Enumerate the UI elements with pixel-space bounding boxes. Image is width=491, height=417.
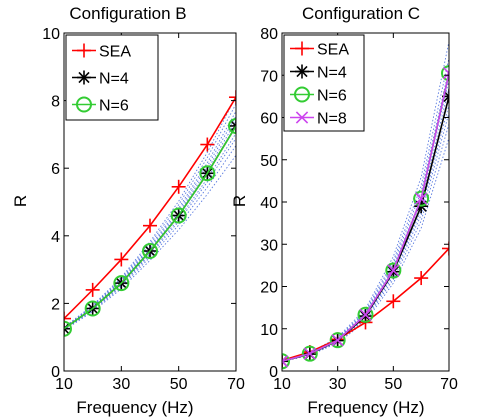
- series-group: [282, 65, 449, 370]
- x-axis-label: Frequency (Hz): [76, 398, 193, 417]
- ensemble-line: [64, 103, 236, 328]
- legend-marker-n-4: [77, 70, 91, 85]
- x-tick-label: 50: [384, 376, 402, 393]
- data-point-sea: [85, 282, 100, 297]
- x-axis-label: Frequency (Hz): [307, 398, 424, 417]
- x-tick-label: 10: [273, 376, 291, 393]
- ensemble-line: [64, 155, 236, 331]
- y-tick-label: 10: [42, 26, 60, 43]
- data-point-n-6: [413, 190, 430, 207]
- data-point-n-8: [303, 347, 316, 360]
- x-tick-label: 30: [329, 376, 347, 393]
- series-line-sea: [64, 96, 236, 320]
- legend-marker-n-4: [295, 64, 309, 79]
- y-tick-label: 50: [260, 153, 278, 170]
- data-point-sea: [229, 90, 236, 105]
- x-tick-label: 10: [55, 376, 73, 393]
- data-point-n-6: [329, 332, 346, 349]
- y-tick-label: 0: [51, 364, 60, 381]
- data-point-sea: [414, 271, 429, 286]
- data-point-n-4: [358, 309, 373, 324]
- y-tick-label: 4: [51, 229, 60, 246]
- data-point-n-6: [385, 262, 402, 279]
- y-tick-label: 20: [260, 280, 278, 297]
- data-point-sea: [200, 137, 215, 152]
- legend-marker-n-6: [294, 86, 310, 103]
- data-point-n-6: [282, 353, 290, 370]
- legend-marker-n-8: [295, 111, 309, 124]
- data-point-sea: [114, 252, 129, 267]
- y-axis-label: R: [230, 195, 249, 207]
- y-tick-label: 80: [260, 26, 278, 43]
- data-point-n-6: [113, 275, 130, 292]
- legend: SEA N=4 N=6: [65, 34, 159, 121]
- data-point-sea: [64, 311, 71, 326]
- series-line-n-6: [64, 125, 236, 330]
- data-point-sea: [143, 218, 157, 233]
- legend-label-n-6: N=6: [317, 88, 347, 105]
- data-point-n-8: [387, 264, 400, 277]
- panel-title: Configuration B: [69, 4, 186, 23]
- panel-configuration-b: Configuration B Frequency (Hz) R 10 30 50 7…: [11, 4, 245, 417]
- data-point-n-8: [359, 308, 372, 321]
- x-tick-label: 70: [227, 376, 245, 393]
- legend-label-n-6: N=6: [99, 98, 129, 115]
- data-point-sea: [442, 241, 449, 256]
- legend-marker-sea: [295, 41, 309, 56]
- y-tick-label: 60: [260, 111, 278, 128]
- legend-marker-sea: [77, 43, 91, 58]
- y-tick-label: 10: [260, 322, 278, 339]
- x-tick-label: 70: [440, 376, 458, 393]
- data-point-n-8: [442, 66, 449, 80]
- data-point-sea: [171, 179, 186, 194]
- data-point-n-6: [228, 117, 236, 134]
- y-tick-label: 2: [51, 296, 60, 313]
- data-point-n-8: [331, 333, 344, 347]
- y-axis-label: R: [11, 195, 30, 207]
- data-point-n-4: [64, 321, 71, 336]
- data-point-n-8: [282, 355, 289, 368]
- y-tick-label: 6: [51, 161, 60, 178]
- data-point-n-6: [170, 207, 187, 224]
- legend-box: [283, 34, 365, 132]
- panel-configuration-c: Configuration C Frequency (Hz) R 10 30 50 7…: [230, 4, 458, 417]
- data-point-n-6: [64, 320, 72, 337]
- data-point-n-6: [301, 345, 318, 362]
- legend-label-n-8: N=8: [317, 111, 347, 128]
- x-tick-label: 50: [170, 376, 188, 393]
- series-line-sea: [282, 247, 449, 362]
- axes-frame: [63, 32, 237, 372]
- data-point-n-6: [199, 165, 216, 182]
- legend: SEA N=4 N=6 N=8: [283, 34, 365, 132]
- series-group: [64, 90, 236, 337]
- data-point-n-4: [229, 118, 236, 133]
- ensemble-line: [64, 137, 236, 330]
- y-tick-label: 70: [260, 68, 278, 85]
- ensemble-lines: [64, 96, 236, 331]
- x-tick-label: 30: [112, 376, 130, 393]
- data-point-n-6: [441, 65, 449, 82]
- data-point-n-6: [142, 243, 158, 260]
- y-tick-label: 0: [269, 364, 278, 381]
- y-tick-label: 30: [260, 237, 278, 254]
- legend-label-n-4: N=4: [317, 65, 347, 82]
- legend-label-sea: SEA: [99, 44, 131, 61]
- y-tick-label: 8: [51, 94, 60, 111]
- panel-title: Configuration C: [302, 4, 420, 23]
- data-point-n-8: [415, 192, 428, 205]
- legend-label-n-4: N=4: [99, 71, 129, 88]
- tick-group: 10 30 50 70 0 2 4 6 8 10: [42, 26, 245, 393]
- data-point-n-6: [84, 300, 101, 317]
- legend-label-sea: SEA: [317, 42, 349, 59]
- y-tick-label: 40: [260, 195, 278, 212]
- data-point-sea: [386, 294, 401, 309]
- legend-marker-n-6: [76, 96, 92, 113]
- data-point-n-6: [357, 306, 374, 323]
